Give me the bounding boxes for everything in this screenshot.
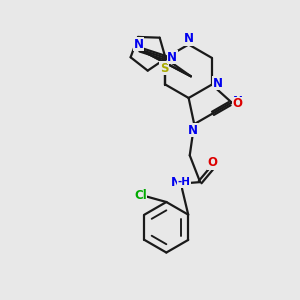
- Text: N: N: [213, 76, 223, 90]
- Text: O: O: [208, 156, 218, 169]
- Text: -H: -H: [177, 177, 190, 187]
- Text: Cl: Cl: [134, 189, 147, 202]
- Text: N: N: [232, 94, 243, 107]
- Text: O: O: [232, 97, 242, 110]
- Text: N: N: [134, 38, 143, 51]
- Text: N: N: [167, 50, 177, 64]
- Text: N: N: [170, 176, 181, 189]
- Text: S: S: [160, 62, 168, 75]
- Text: N: N: [188, 124, 198, 136]
- Text: N: N: [184, 32, 194, 45]
